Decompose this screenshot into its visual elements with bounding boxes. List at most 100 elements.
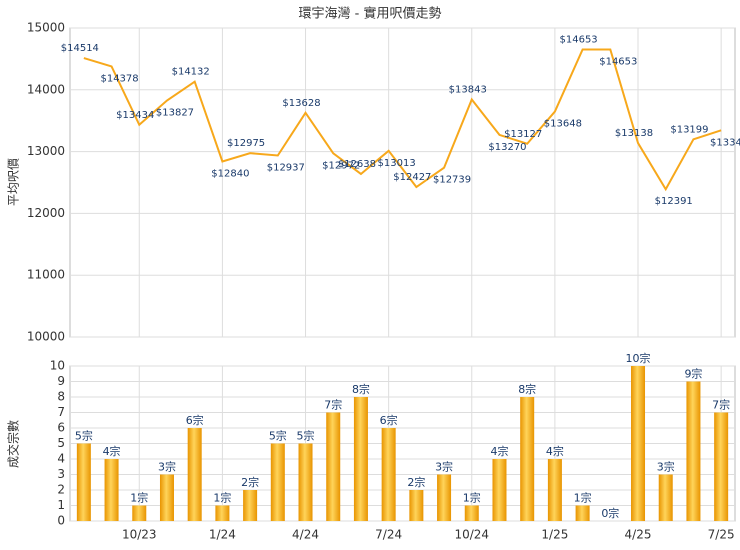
y-tick-label: 13000: [27, 144, 65, 158]
data-label: 3宗: [435, 460, 453, 474]
data-label: 5宗: [297, 429, 315, 443]
data-label: 4宗: [546, 444, 564, 458]
y-tick-label: 1: [57, 498, 65, 512]
x-tick-label: 1/24: [209, 528, 236, 542]
y-tick-label: 12000: [27, 206, 65, 220]
data-label: $14653: [560, 34, 598, 45]
bar: [104, 459, 119, 521]
bar: [492, 459, 507, 521]
y-tick-label: 5: [57, 436, 65, 450]
bar: [409, 490, 424, 521]
y-tick-label: 8: [57, 390, 65, 404]
x-tick-label: 10/24: [454, 528, 489, 542]
data-label: 1宗: [130, 491, 148, 505]
data-label: $12975: [227, 138, 265, 149]
data-label: $14653: [599, 56, 637, 67]
data-label: 7宗: [324, 398, 342, 412]
data-label: $12937: [267, 162, 305, 173]
bar: [270, 443, 285, 521]
data-label: $13127: [504, 129, 542, 140]
x-tick-label: 7/25: [708, 528, 735, 542]
bar: [132, 505, 147, 521]
bar: [547, 459, 562, 521]
data-label: $13843: [449, 85, 487, 96]
data-label: $14514: [61, 43, 99, 54]
data-label: 6宗: [186, 413, 204, 427]
data-label: $12739: [433, 175, 471, 186]
data-label: 5宗: [269, 429, 287, 443]
bar: [215, 505, 230, 521]
data-label: $12972: [322, 160, 360, 171]
data-label: 5宗: [75, 429, 93, 443]
bar: [520, 397, 535, 521]
bar: [381, 428, 396, 521]
data-label: 9宗: [684, 367, 702, 381]
data-label: $13344: [710, 137, 740, 148]
bar: [353, 397, 368, 521]
bar: [159, 474, 174, 521]
bar: [76, 443, 91, 521]
bar: [437, 474, 452, 521]
data-label: $13013: [378, 158, 416, 169]
data-label: 0宗: [601, 506, 619, 520]
data-label: 3宗: [158, 460, 176, 474]
y-tick-label: 15000: [27, 21, 65, 35]
data-label: $13827: [156, 107, 194, 118]
data-label: $13138: [615, 128, 653, 139]
y-tick-label: 3: [57, 467, 65, 481]
x-tick-label: 7/24: [375, 528, 402, 542]
data-label: 4宗: [103, 444, 121, 458]
data-label: $13199: [670, 124, 708, 135]
data-label: 2宗: [241, 475, 259, 489]
data-label: 7宗: [712, 398, 730, 412]
bar: [658, 474, 673, 521]
data-label: $13648: [544, 119, 582, 130]
data-label: 6宗: [380, 413, 398, 427]
x-tick-label: 10/23: [122, 528, 157, 542]
data-label: 1宗: [213, 491, 231, 505]
y-tick-label: 0: [57, 514, 65, 528]
bar: [714, 412, 729, 521]
data-label: 8宗: [352, 382, 370, 396]
data-label: $13270: [488, 142, 526, 153]
y-axis-label: 平均呎價: [7, 158, 21, 206]
bar: [326, 412, 341, 521]
y-tick-label: 6: [57, 421, 65, 435]
data-label: $13628: [282, 98, 320, 109]
data-label: $14132: [172, 67, 210, 78]
bar: [575, 505, 590, 521]
data-label: $12840: [211, 168, 249, 179]
y-tick-label: 7: [57, 405, 65, 419]
data-label: $12427: [393, 172, 431, 183]
data-label: 1宗: [574, 491, 592, 505]
bar: [298, 443, 313, 521]
bar: [187, 428, 202, 521]
y-tick-label: 9: [57, 374, 65, 388]
y-tick-label: 10: [50, 359, 65, 373]
chart-title: 環宇海灣 - 實用呎價走勢: [299, 6, 442, 22]
data-label: 4宗: [490, 444, 508, 458]
data-label: 2宗: [407, 475, 425, 489]
data-label: 1宗: [463, 491, 481, 505]
data-label: $12391: [655, 196, 693, 207]
y-tick-label: 2: [57, 483, 65, 497]
bar: [686, 381, 701, 521]
data-label: 8宗: [518, 382, 536, 396]
x-tick-label: 1/25: [541, 528, 568, 542]
bar: [464, 505, 479, 521]
y-tick-label: 10000: [27, 330, 65, 344]
data-label: $13434: [116, 110, 154, 121]
y-tick-label: 14000: [27, 82, 65, 96]
data-label: $12638: [338, 159, 376, 170]
bar: [243, 490, 258, 521]
y-axis-label: 成交宗數: [6, 420, 21, 468]
x-tick-label: 4/24: [292, 528, 319, 542]
y-tick-label: 11000: [27, 268, 65, 282]
data-label: $14378: [100, 73, 138, 84]
y-tick-label: 4: [57, 452, 65, 466]
line: [83, 48, 722, 192]
bar: [631, 366, 646, 521]
data-label: 10宗: [626, 351, 651, 365]
x-tick-label: 4/25: [625, 528, 652, 542]
